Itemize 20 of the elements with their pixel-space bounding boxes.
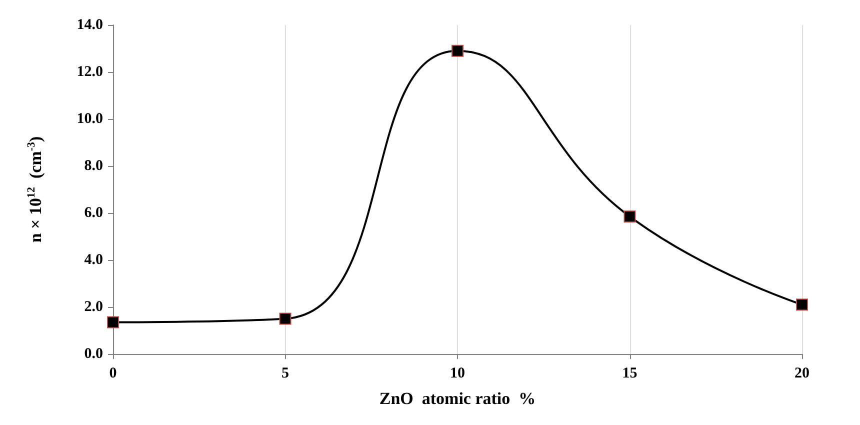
point [107,316,119,328]
y-tick-label: 0.0 [84,346,103,362]
y-tick-label: 8.0 [84,158,103,174]
y-tick-label: 12.0 [76,64,103,80]
point [796,298,808,311]
y-axis-title: n × 1012 (cm-3) [26,136,45,243]
point [279,312,292,325]
y-tick-label: 2.0 [84,299,103,315]
y-tick-label: 4.0 [84,252,103,268]
x-tick-label: 15 [622,366,638,382]
x-tick-label: 0 [109,366,117,382]
x-tick-label: 10 [450,366,465,382]
point [624,210,636,223]
x-tick-label: 5 [282,366,289,382]
y-tick-label: 6.0 [84,205,103,221]
x-axis-title: ZnO atomic ratio % [379,389,536,408]
y-tick-label: 10.0 [76,111,103,127]
y-tick-label: 14.0 [76,17,103,33]
point [452,44,464,57]
x-tick-label: 20 [794,366,810,382]
